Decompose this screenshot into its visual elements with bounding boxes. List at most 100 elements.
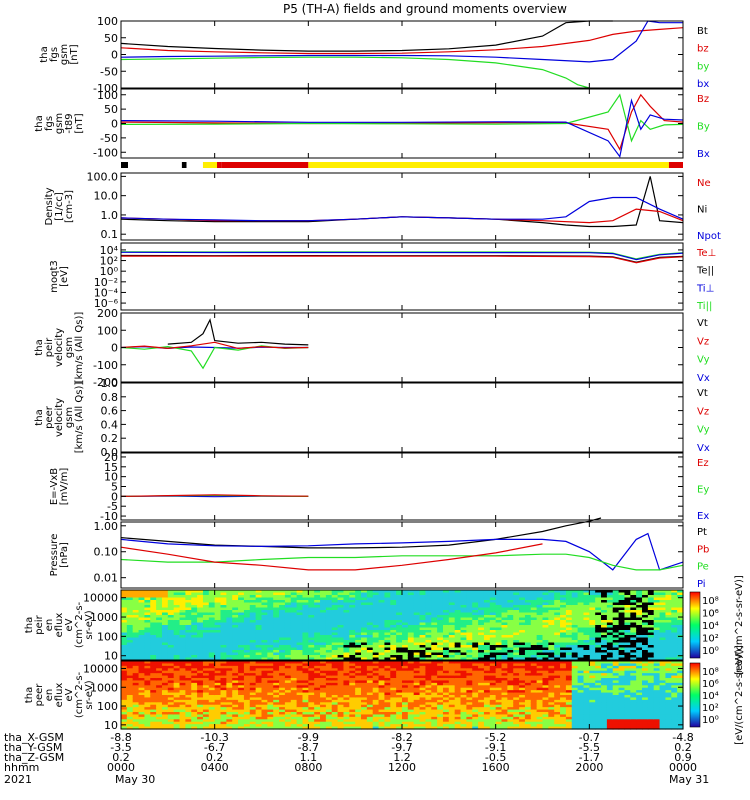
- series-Bx: [120, 98, 684, 159]
- ytick-label: 10000: [83, 592, 118, 605]
- ytick-label: 0: [111, 342, 118, 355]
- ytick-label: -10: [100, 510, 118, 523]
- xaxis-value: -9.1: [485, 741, 506, 754]
- legend-Pb: Pb: [697, 544, 709, 555]
- ylabel-line: [1/cc]: [54, 192, 65, 221]
- colorbar-p9: [689, 591, 701, 659]
- series-Ne: [120, 208, 684, 224]
- xaxis-row-label: tha_Y-GSM: [4, 741, 62, 754]
- ytick-label: 1000: [90, 681, 118, 694]
- ytick-label: 10⁻⁴: [94, 286, 119, 299]
- legend-Vz: Vz: [697, 406, 709, 417]
- quality-segment: [668, 162, 683, 168]
- colorbar-label: [eV/(cm^2-s-sr-eV)]: [734, 645, 745, 745]
- series-Vy: [120, 345, 309, 370]
- xaxis-value: -9.7: [391, 741, 412, 754]
- ytick-label: 0: [111, 49, 118, 62]
- xaxis-start-date: May 30: [115, 773, 155, 786]
- ylabel-line: [cm-3]: [64, 190, 75, 223]
- ylabel-line: eflux: [54, 683, 65, 708]
- series-Vt: [167, 318, 309, 346]
- xaxis-value: 1.2: [393, 751, 411, 764]
- legend-by: by: [697, 61, 709, 72]
- ytick-label: 200: [97, 307, 118, 320]
- colorbar-tick: 10⁰: [702, 715, 719, 726]
- series-bx: [120, 20, 683, 63]
- legend-bz: bz: [697, 44, 709, 55]
- ytick-label: -50: [100, 65, 118, 78]
- legend-Npot: Npot: [697, 231, 721, 242]
- ylabel-line: gsm: [59, 44, 70, 65]
- panel-p6: 1.00.80.60.40.20.0 tha peer velocity gsm [km/…: [34, 377, 710, 459]
- legend-Bx: Bx: [697, 149, 710, 160]
- xaxis-value: 0.2: [206, 751, 224, 764]
- ytick-label: 1.0: [101, 209, 119, 222]
- colorbar-tick: 10⁶: [702, 609, 719, 620]
- series-Ez: [120, 494, 309, 497]
- ylabel-line: eV: [64, 618, 75, 631]
- xaxis-value: 1600: [482, 761, 510, 774]
- ylabel-line: [km/s (All Qs)]: [74, 382, 85, 454]
- ytick-label: 0.1: [101, 228, 119, 241]
- ylabel-line: en: [44, 689, 55, 702]
- xaxis-value: 0000: [669, 761, 697, 774]
- xaxis-value: -8.8: [110, 731, 131, 744]
- ylabel-line: tha: [24, 687, 35, 703]
- xaxis-value: 0000: [107, 761, 135, 774]
- colorbar-tick: 10⁸: [702, 667, 719, 678]
- ytick-label: 0.01: [94, 572, 119, 585]
- ylabel-line: eV: [64, 688, 75, 701]
- ytick-label: -100: [93, 359, 118, 372]
- colorbar-tick: 10⁴: [702, 621, 719, 632]
- ytick-label: 0.2: [101, 432, 119, 445]
- ytick-label: 1.00: [94, 520, 119, 533]
- ylabel-line: moqt3: [49, 260, 60, 293]
- ylabel-line: [eV]: [59, 266, 70, 287]
- ytick-label: 100: [97, 15, 118, 28]
- legend-Bt: Bt: [697, 26, 708, 37]
- xaxis-value: 0.2: [674, 741, 692, 754]
- ytick-label: 10: [104, 471, 118, 484]
- quality-segment: [186, 162, 203, 168]
- series-Npot: [120, 196, 684, 222]
- legend-Pe: Pe: [697, 562, 709, 573]
- legend-Ne: Ne: [697, 178, 711, 189]
- series-Bt: [120, 20, 613, 52]
- ylabel-line: gsm: [64, 407, 75, 428]
- quality-segment: [221, 162, 309, 168]
- xaxis-value: -8.2: [391, 731, 412, 744]
- series-By: [120, 93, 684, 143]
- legend-Ey: Ey: [697, 485, 709, 496]
- ylabel-line: velocity: [54, 328, 65, 367]
- ylabel-line: [nT]: [74, 113, 85, 133]
- legend-Ex: Ex: [697, 511, 709, 522]
- series-Vz: [120, 341, 309, 350]
- series-Te⊥: [120, 255, 684, 264]
- xaxis-value: -5.5: [579, 741, 600, 754]
- xaxis-value: -1.7: [579, 751, 600, 764]
- spectrogram-p10: [121, 661, 684, 730]
- ylabel-line: tha: [34, 339, 45, 355]
- legend-Vx: Vx: [697, 443, 710, 454]
- panel-p8: 1.00 0.10 0.01 Pressure [nPa] Pt Pb Pe Pi: [49, 517, 709, 590]
- ylabel-line: Pressure: [49, 534, 60, 577]
- ytick-label: 0.4: [101, 418, 119, 431]
- ytick-label: -100: [93, 146, 118, 159]
- ylabel-line: en: [44, 619, 55, 632]
- quality-segment: [128, 162, 182, 168]
- ytick-label: -5: [107, 500, 118, 513]
- series-Pe: [120, 553, 684, 571]
- ylabel-line: gsm: [54, 113, 65, 134]
- colorbar-tick: 10²: [702, 634, 719, 645]
- xaxis-value: -5.2: [485, 731, 506, 744]
- ytick-label: 0.0: [101, 446, 119, 459]
- legend-bx: bx: [697, 79, 709, 90]
- chart-title: P5 (TH-A) fields and ground moments over…: [283, 2, 567, 16]
- ytick-label: 100: [97, 89, 118, 102]
- ylabel-line: tha: [39, 46, 50, 62]
- frame-p8: [120, 521, 684, 589]
- colorbar-tick: 10⁰: [702, 646, 719, 657]
